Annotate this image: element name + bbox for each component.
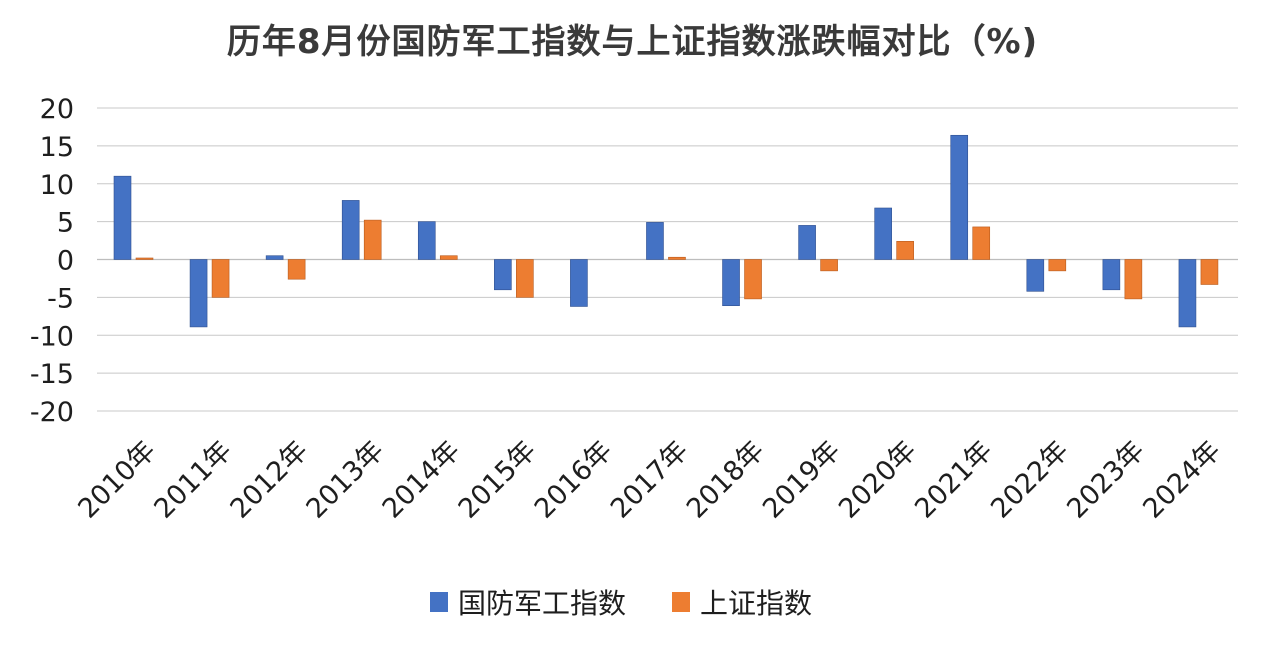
bar-defense-index <box>189 259 208 328</box>
bar-defense-index <box>874 207 892 260</box>
x-tick-label: 2024年 <box>1137 435 1227 525</box>
bar-defense-index <box>1178 259 1197 328</box>
gridlines <box>97 107 1238 412</box>
bar-defense-index <box>494 259 512 291</box>
bar-shanghai-index <box>363 219 382 260</box>
y-tick-label: -10 <box>30 321 74 352</box>
x-tick-label: 2017年 <box>605 435 695 525</box>
bar-shanghai-index <box>896 241 914 260</box>
y-tick-label: -20 <box>30 397 74 428</box>
legend: 国防军工指数 上证指数 <box>430 587 812 620</box>
x-tick-label: 2015年 <box>453 435 543 525</box>
bar-shanghai-index <box>1124 259 1143 300</box>
bar-shanghai-index <box>1200 259 1219 285</box>
x-tick-label: 2020年 <box>833 435 923 525</box>
legend-label: 国防军工指数 <box>458 587 626 620</box>
x-axis-tick-labels: 2010年2011年2012年2013年2014年2015年2016年2017年… <box>72 435 1227 525</box>
x-tick-label: 2019年 <box>757 435 847 525</box>
legend-swatch <box>430 592 448 612</box>
bar-shanghai-index <box>1048 259 1067 272</box>
x-tick-label: 2014年 <box>377 435 467 525</box>
bar-defense-index <box>1026 259 1045 292</box>
bar-shanghai-index <box>820 259 838 272</box>
legend-swatch <box>672 592 690 612</box>
x-tick-label: 2010年 <box>72 435 162 525</box>
bar-defense-index <box>265 255 284 260</box>
y-tick-label: 15 <box>40 132 74 163</box>
bar-defense-index <box>646 222 664 260</box>
y-tick-label: 20 <box>40 94 74 125</box>
bar-defense-index <box>950 134 969 260</box>
x-tick-label: 2013年 <box>301 435 391 525</box>
y-tick-label: -15 <box>30 359 74 390</box>
bar-shanghai-index <box>135 257 154 260</box>
y-tick-label: 5 <box>57 208 74 239</box>
bars <box>113 134 1219 328</box>
y-axis-tick-labels: 20 15 10 5 0 -5 -10 -15 -20 <box>30 94 74 428</box>
bar-defense-index <box>722 259 740 307</box>
bar-defense-index <box>113 175 132 260</box>
x-tick-label: 2016年 <box>529 435 619 525</box>
y-tick-label: 0 <box>57 246 74 277</box>
legend-label: 上证指数 <box>700 587 812 620</box>
bar-defense-index <box>341 200 360 260</box>
bar-defense-index <box>1102 259 1121 291</box>
x-tick-label: 2023年 <box>1061 435 1151 525</box>
bar-shanghai-index <box>972 226 991 260</box>
chart-title: 历年8月份国防军工指数与上证指数涨跌幅对比（%) <box>226 22 1039 62</box>
bar-shanghai-index <box>287 259 306 280</box>
y-tick-label: 10 <box>40 170 74 201</box>
bar-shanghai-index <box>439 255 458 260</box>
bar-shanghai-index <box>516 259 534 298</box>
bar-shanghai-index <box>211 259 230 298</box>
x-tick-label: 2011年 <box>148 435 238 525</box>
x-tick-label: 2018年 <box>681 435 771 525</box>
y-tick-label: -5 <box>47 283 74 314</box>
bar-defense-index <box>570 259 588 307</box>
x-tick-label: 2022年 <box>985 435 1075 525</box>
bar-shanghai-index <box>744 259 762 300</box>
bar-defense-index <box>798 225 816 260</box>
bar-defense-index <box>417 221 436 260</box>
x-tick-label: 2021年 <box>909 435 999 525</box>
x-tick-label: 2012年 <box>225 435 315 525</box>
bar-shanghai-index <box>668 256 686 260</box>
